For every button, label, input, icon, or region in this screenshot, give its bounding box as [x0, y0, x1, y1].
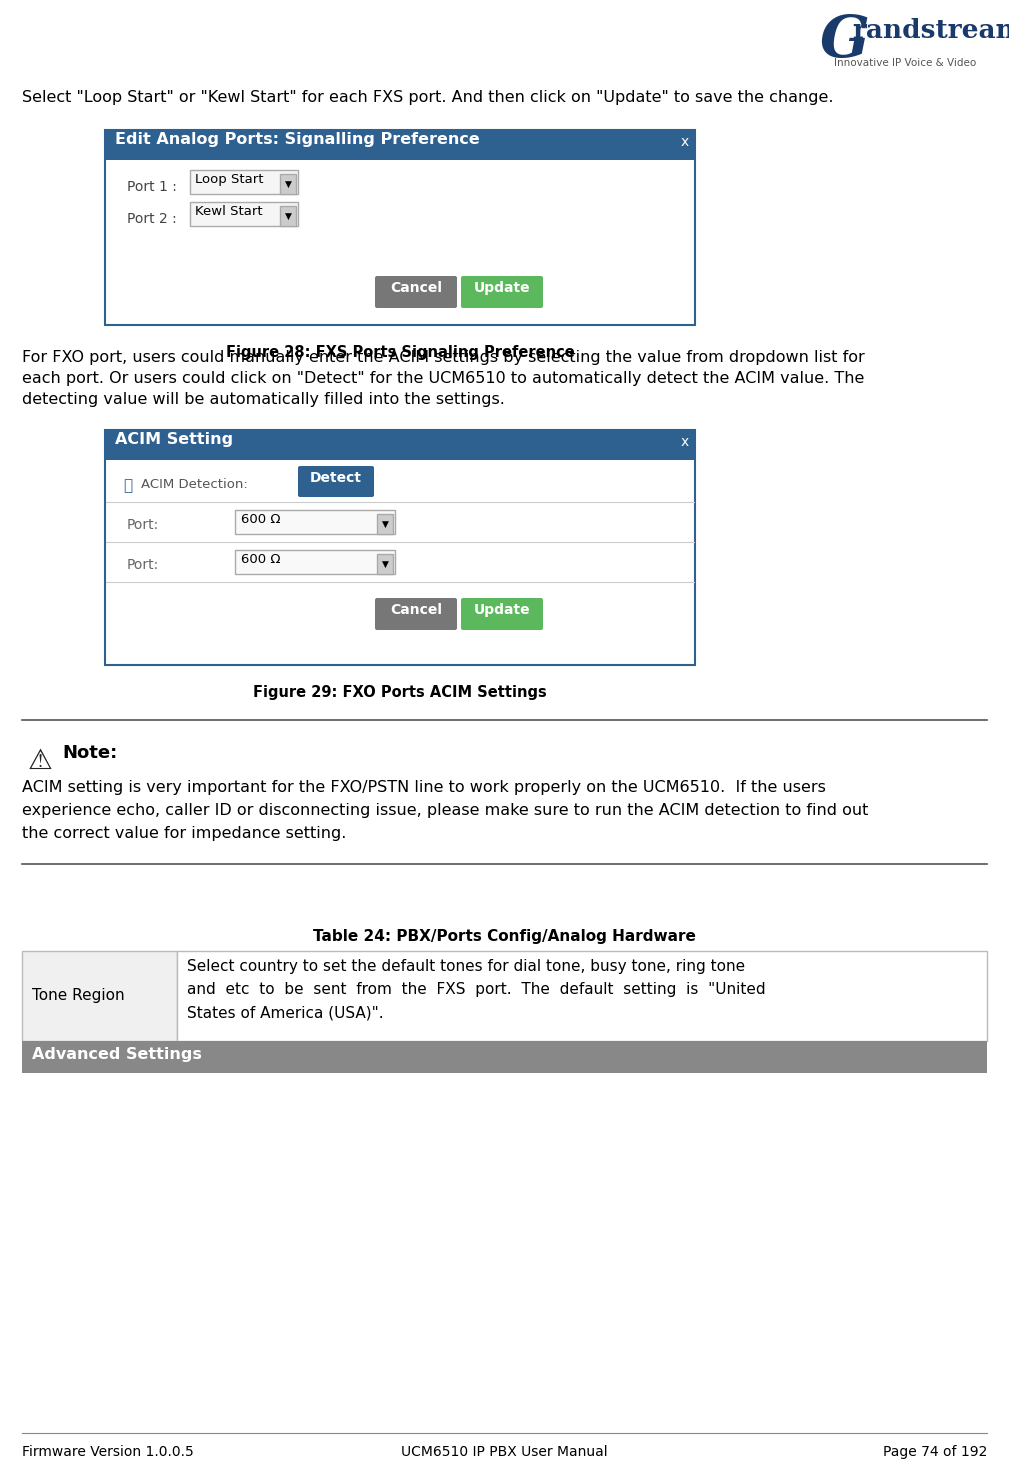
- Bar: [235, 510, 395, 534]
- Text: Innovative IP Voice & Video: Innovative IP Voice & Video: [834, 57, 977, 68]
- Text: Update: Update: [473, 281, 531, 295]
- Text: ⓘ: ⓘ: [123, 478, 132, 492]
- Text: Figure 28: FXS Ports Signaling Preference: Figure 28: FXS Ports Signaling Preferenc…: [226, 345, 574, 360]
- FancyBboxPatch shape: [298, 466, 374, 497]
- Text: ▼: ▼: [285, 179, 292, 188]
- Text: Cancel: Cancel: [390, 603, 442, 617]
- Bar: [190, 201, 298, 226]
- Text: ▼: ▼: [381, 519, 388, 529]
- Text: G: G: [820, 13, 870, 69]
- Text: x: x: [681, 135, 689, 148]
- Text: Cancel: Cancel: [390, 281, 442, 295]
- Text: UCM6510 IP PBX User Manual: UCM6510 IP PBX User Manual: [401, 1445, 607, 1460]
- Text: Select country to set the default tones for dial tone, busy tone, ring tone: Select country to set the default tones …: [187, 958, 745, 975]
- Text: Edit Analog Ports: Signalling Preference: Edit Analog Ports: Signalling Preference: [115, 132, 479, 147]
- Text: ACIM Setting: ACIM Setting: [115, 432, 233, 447]
- FancyBboxPatch shape: [375, 276, 457, 309]
- Text: Advanced Settings: Advanced Settings: [32, 1047, 202, 1061]
- Text: Note:: Note:: [62, 744, 117, 761]
- Text: ACIM setting is very important for the FXO/PSTN line to work properly on the UCM: ACIM setting is very important for the F…: [22, 781, 826, 795]
- Text: For FXO port, users could manually enter the ACIM settings by selecting the valu: For FXO port, users could manually enter…: [22, 350, 865, 365]
- Bar: [22, 951, 177, 1041]
- Text: 600 Ω: 600 Ω: [241, 513, 281, 526]
- Text: the correct value for impedance setting.: the correct value for impedance setting.: [22, 826, 346, 841]
- Text: and  etc  to  be  sent  from  the  FXS  port.  The  default  setting  is  "Unite: and etc to be sent from the FXS port. Th…: [187, 982, 766, 997]
- Text: detecting value will be automatically filled into the settings.: detecting value will be automatically fi…: [22, 392, 504, 407]
- Text: randstream: randstream: [852, 18, 1009, 43]
- Text: Port 2 :: Port 2 :: [127, 212, 177, 226]
- FancyBboxPatch shape: [461, 598, 543, 631]
- Bar: [377, 554, 393, 573]
- Text: Port:: Port:: [127, 517, 159, 532]
- Text: ACIM Detection:: ACIM Detection:: [141, 478, 248, 491]
- Text: 600 Ω: 600 Ω: [241, 553, 281, 566]
- Bar: [105, 431, 695, 664]
- Bar: [105, 431, 695, 460]
- Bar: [22, 1041, 987, 1073]
- Text: Port:: Port:: [127, 559, 159, 572]
- Text: Tone Region: Tone Region: [32, 988, 125, 1003]
- Bar: [281, 206, 296, 226]
- Bar: [190, 171, 298, 194]
- FancyBboxPatch shape: [375, 598, 457, 631]
- Bar: [235, 550, 395, 573]
- Text: ▼: ▼: [381, 560, 388, 569]
- Text: Select "Loop Start" or "Kewl Start" for each FXS port. And then click on "Update: Select "Loop Start" or "Kewl Start" for …: [22, 90, 833, 104]
- Bar: [281, 173, 296, 194]
- Text: Table 24: PBX/Ports Config/Analog Hardware: Table 24: PBX/Ports Config/Analog Hardwa…: [313, 929, 695, 944]
- Bar: [377, 514, 393, 534]
- Text: Update: Update: [473, 603, 531, 617]
- Bar: [105, 129, 695, 325]
- Text: Figure 29: FXO Ports ACIM Settings: Figure 29: FXO Ports ACIM Settings: [253, 685, 547, 700]
- Text: States of America (USA)".: States of America (USA)".: [187, 1005, 383, 1020]
- Text: Detect: Detect: [310, 470, 362, 485]
- Text: ⚠: ⚠: [28, 747, 52, 775]
- Text: each port. Or users could click on "Detect" for the UCM6510 to automatically det: each port. Or users could click on "Dete…: [22, 370, 865, 387]
- FancyBboxPatch shape: [461, 276, 543, 309]
- Text: ▼: ▼: [285, 212, 292, 220]
- Text: x: x: [681, 435, 689, 448]
- Text: Loop Start: Loop Start: [195, 173, 263, 187]
- Bar: [105, 129, 695, 160]
- Bar: [177, 951, 987, 1041]
- Text: Page 74 of 192: Page 74 of 192: [883, 1445, 987, 1460]
- Text: Kewl Start: Kewl Start: [195, 204, 262, 218]
- Text: Firmware Version 1.0.0.5: Firmware Version 1.0.0.5: [22, 1445, 194, 1460]
- Text: experience echo, caller ID or disconnecting issue, please make sure to run the A: experience echo, caller ID or disconnect…: [22, 803, 869, 817]
- Text: Port 1 :: Port 1 :: [127, 179, 177, 194]
